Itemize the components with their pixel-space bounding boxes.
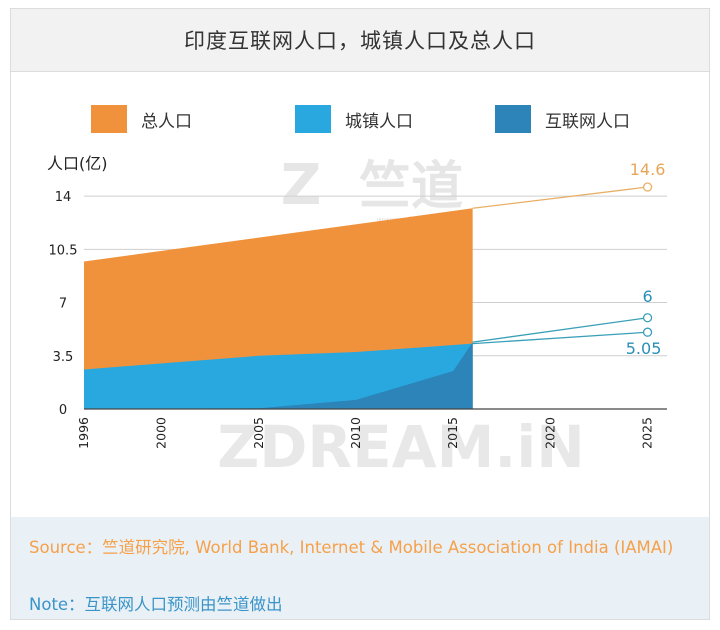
area-chart: 竺道Zwww.zdream.inZDREAM.iNACCELERATOR | V… (47, 153, 667, 479)
x-tick-label: 2025 (640, 417, 655, 449)
projection-total-line (472, 186, 648, 209)
projection-internet-point (642, 313, 653, 323)
legend-swatch-internet (495, 105, 531, 133)
watermark-brand-top: 竺道 (359, 157, 463, 217)
chart-card: 印度互联网人口，城镇人口及总人口 总人口 城镇人口 互联网人口 竺道Zwww.z… (10, 8, 710, 620)
x-tick-label: 2000 (154, 417, 169, 449)
legend-label-urban: 城镇人口 (345, 111, 413, 132)
x-tick-label: 2020 (542, 417, 557, 449)
legend-item-total: 总人口 (91, 105, 192, 133)
legend: 总人口 城镇人口 互联网人口 (11, 105, 709, 141)
x-tick-label: 1996 (76, 417, 91, 449)
y-tick-label: 3.5 (53, 350, 74, 365)
footer: Source：竺道研究院, World Bank, Internet & Mob… (11, 517, 709, 619)
y-tick-label: 0 (59, 403, 67, 418)
legend-swatch-urban (295, 105, 331, 133)
watermark-logo-mark: Z (281, 153, 322, 218)
projection-total-point (642, 182, 653, 192)
legend-item-urban: 城镇人口 (295, 105, 413, 133)
y-tick-label: 7 (59, 297, 67, 312)
projection-urban-label: 5.05 (626, 339, 662, 358)
projection-internet-label: 6 (642, 287, 652, 306)
y-tick-label: 10.5 (49, 243, 78, 258)
x-tick-label: 2015 (445, 417, 460, 449)
area-internet (84, 342, 473, 409)
title-bar: 印度互联网人口，城镇人口及总人口 (11, 9, 709, 72)
x-tick-label: 2010 (348, 417, 363, 449)
legend-swatch-total (91, 105, 127, 133)
legend-label-internet: 互联网人口 (545, 111, 630, 132)
projection-total-label: 14.6 (630, 160, 666, 179)
y-tick-label: 14 (55, 190, 72, 205)
watermark-brand-bottom: ZDREAM.iN (217, 413, 585, 479)
x-tick-label: 2005 (251, 417, 266, 449)
legend-item-internet: 互联网人口 (495, 105, 630, 133)
legend-label-total: 总人口 (141, 111, 192, 132)
projection-internet-line (472, 317, 648, 343)
y-axis-label: 人口(亿) (47, 154, 108, 173)
chart-title: 印度互联网人口，城镇人口及总人口 (184, 29, 536, 53)
projection-urban-line (472, 331, 648, 345)
projection-urban-point (642, 327, 653, 337)
source-text: Source：竺道研究院, World Bank, Internet & Mob… (29, 538, 674, 557)
area-urban (84, 343, 473, 409)
note-text: Note：互联网人口预测由竺道做出 (29, 595, 283, 614)
